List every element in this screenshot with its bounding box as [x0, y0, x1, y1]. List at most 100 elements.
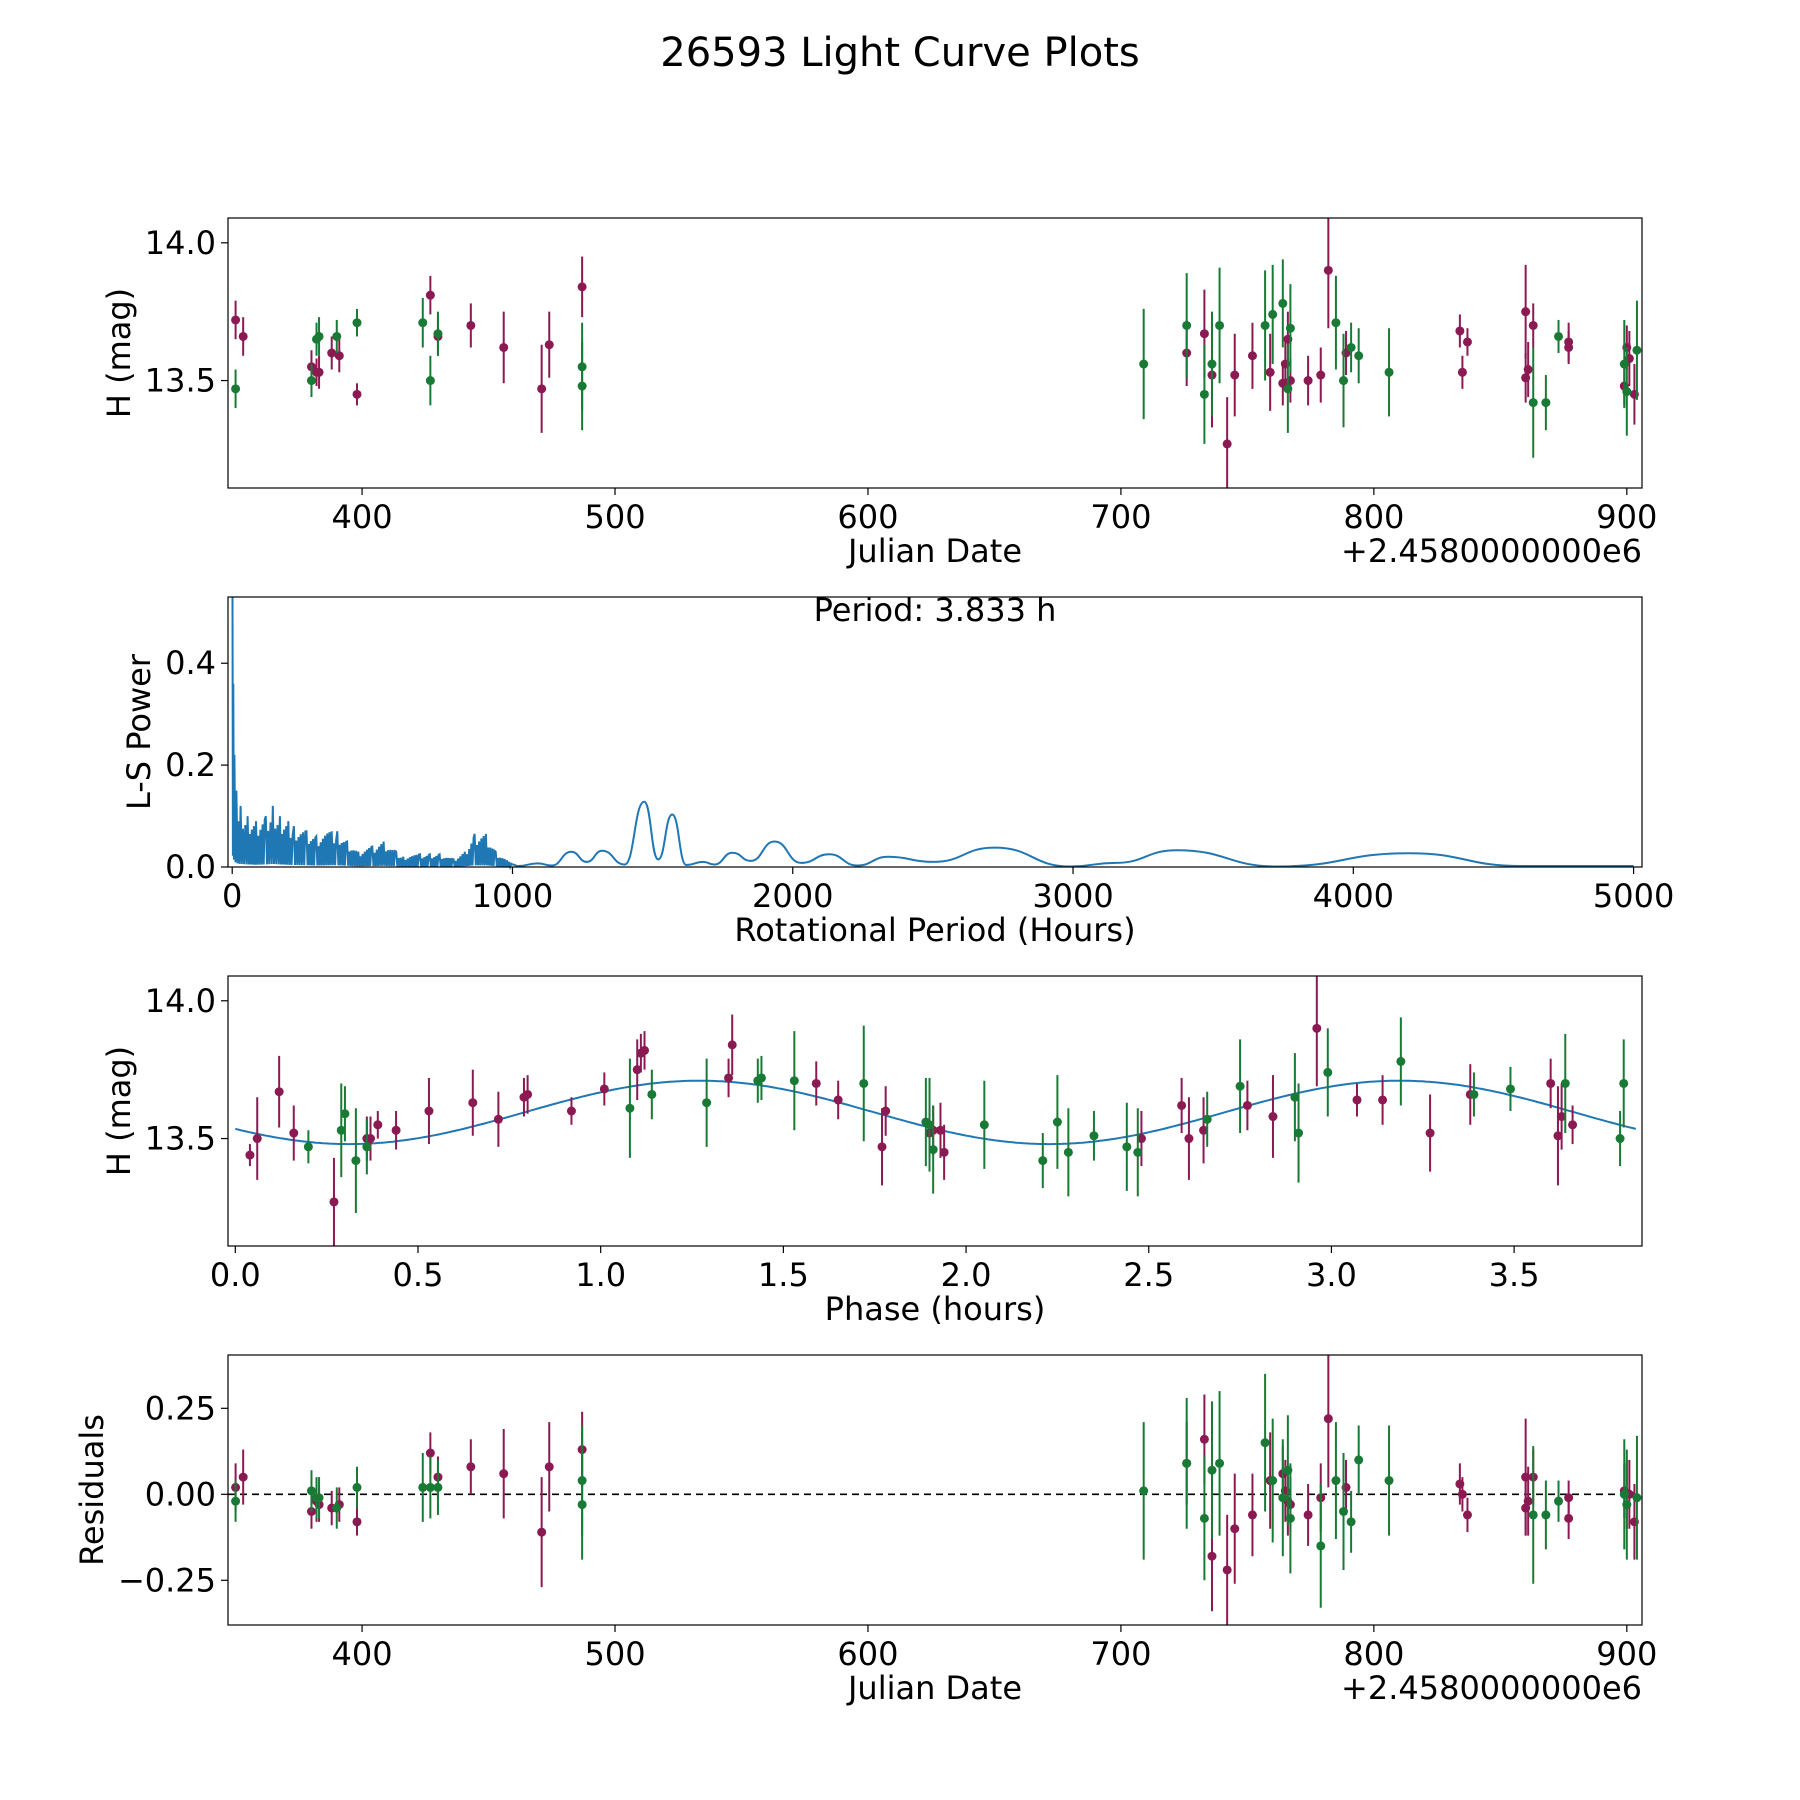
lightcurve-green-point: [332, 331, 342, 341]
residuals-x-label: Julian Date: [846, 1669, 1022, 1707]
phased-green-point: [1133, 1147, 1143, 1157]
residuals-x-tick-label: 700: [1090, 1635, 1151, 1673]
lightcurve-magenta-point: [1528, 320, 1538, 330]
residuals-magenta-point: [1457, 1489, 1467, 1499]
residuals-green-point: [1554, 1496, 1564, 1506]
periodogram-marks: [231, 596, 1634, 871]
lightcurve-green-point: [1182, 320, 1192, 330]
lightcurve-y-tick-label: 13.5: [145, 362, 216, 400]
phased-green-point: [1615, 1134, 1625, 1144]
phased-x-ticks: 0.0 0.5 1.0 1.5 2.0 2.5 3.0 3.5: [210, 1246, 1540, 1294]
lightcurve-magenta-point: [577, 282, 587, 292]
periodogram-x-tick-label: 5000: [1593, 877, 1674, 915]
residuals-green-point: [1285, 1513, 1295, 1523]
phased-magenta-point: [1553, 1131, 1563, 1141]
lightcurve-magenta-point: [537, 384, 547, 394]
lightcurve-green-point: [1139, 359, 1149, 369]
residuals-green-point: [314, 1493, 324, 1503]
residuals-x-tick-label: 800: [1343, 1635, 1404, 1673]
residuals-x-tick-label: 500: [584, 1635, 645, 1673]
lightcurve-green-point: [352, 318, 362, 328]
residuals-green-point: [352, 1482, 362, 1492]
residuals-magenta-point: [1247, 1510, 1257, 1520]
phased-magenta-point: [493, 1114, 503, 1124]
residuals-green-point: [1354, 1455, 1364, 1465]
lightcurve-green-point: [433, 329, 443, 339]
lightcurve-offset-label: +2.4580000000e6: [1341, 532, 1642, 570]
periodogram-y-label: L-S Power: [120, 653, 158, 810]
residuals-x-tick-label: 600: [837, 1635, 898, 1673]
period-annotation: Period: 3.833 h: [814, 591, 1057, 629]
phased-magenta-point: [1199, 1125, 1209, 1135]
phased-magenta-point: [274, 1087, 284, 1097]
phased-x-tick-label: 0.0: [210, 1256, 261, 1294]
lightcurve-green-point: [1283, 384, 1293, 394]
phased-green-point: [1063, 1147, 1073, 1157]
lightcurve-marks: [231, 218, 1642, 488]
lightcurve-green-point: [231, 384, 241, 394]
lightcurve-y-label: H (mag): [100, 288, 138, 418]
phased-magenta-point: [833, 1095, 843, 1105]
phased-magenta-point: [1378, 1095, 1388, 1105]
lightcurve-magenta-point: [238, 331, 248, 341]
lightcurve-magenta-point: [1247, 351, 1257, 361]
phased-magenta-point: [811, 1078, 821, 1088]
residuals-magenta-point: [1462, 1510, 1472, 1520]
phased-magenta-point: [877, 1142, 887, 1152]
phased-green-point: [756, 1073, 766, 1083]
lightcurve-magenta-point: [425, 290, 435, 300]
phased-y-label: H (mag): [100, 1046, 138, 1176]
lightcurve-y-ticks: 13.5 14.0: [145, 224, 228, 400]
phased-magenta-point: [245, 1150, 255, 1160]
residuals-green-point: [1632, 1493, 1642, 1503]
phased-magenta-point: [1136, 1134, 1146, 1144]
phased-magenta-point: [373, 1120, 383, 1130]
phased-magenta-point: [1177, 1100, 1187, 1110]
residuals-green-point: [1316, 1541, 1326, 1551]
residuals-green-point: [332, 1503, 342, 1513]
phased-magenta-point: [1352, 1095, 1362, 1105]
residuals-green-point: [418, 1482, 428, 1492]
lightcurve-green-point: [1260, 320, 1270, 330]
phased-magenta-point: [424, 1106, 434, 1116]
residuals-magenta-point: [1222, 1565, 1232, 1575]
phased-green-point: [1323, 1067, 1333, 1077]
lightcurve-green-point: [1285, 323, 1295, 333]
phased-green-point: [1235, 1081, 1245, 1091]
lightcurve-magenta-point: [466, 320, 476, 330]
phased-magenta-point: [935, 1125, 945, 1135]
periodogram-x-label: Rotational Period (Hours): [734, 911, 1135, 949]
residuals-magenta-point: [1523, 1496, 1533, 1506]
lightcurve-magenta-point: [1316, 370, 1326, 380]
residuals-y-tick-label: 0.25: [145, 1389, 216, 1427]
phased-green-point: [702, 1098, 712, 1108]
lightcurve-axes-frame: [227, 217, 1643, 489]
periodogram-y-ticks: 0.0 0.2 0.4: [165, 644, 228, 886]
phased-y-tick-label: 13.5: [145, 1120, 216, 1158]
phased-x-tick-label: 3.5: [1489, 1256, 1540, 1294]
residuals-green-point: [1260, 1438, 1270, 1448]
residuals-magenta-point: [1199, 1434, 1209, 1444]
residuals-magenta-point: [1230, 1524, 1240, 1534]
lightcurve-magenta-point: [1199, 329, 1209, 339]
residuals-panel: 400 500 600 700 800 900 −0.25 0.00 0.25 Julian …: [73, 1354, 1657, 1707]
lightcurve-green-point: [1339, 376, 1349, 386]
lightcurve-magenta-point: [1523, 365, 1533, 375]
lightcurve-x-label: Julian Date: [846, 532, 1022, 570]
phased-green-point: [1122, 1142, 1132, 1152]
residuals-x-ticks: 400 500 600 700 800 900: [332, 1625, 1657, 1673]
lightcurve-green-point: [577, 362, 587, 372]
phased-magenta-point: [724, 1073, 734, 1083]
residuals-y-ticks: −0.25 0.00 0.25: [118, 1389, 228, 1599]
periodogram-x-tick-label: 0: [222, 877, 242, 915]
phased-marks: [235, 976, 1637, 1246]
phased-magenta-point: [289, 1128, 299, 1138]
lightcurve-magenta-point: [1457, 367, 1467, 377]
residuals-x-tick-label: 400: [332, 1635, 393, 1673]
periodogram-y-tick-label: 0.0: [165, 848, 216, 886]
residuals-green-point: [1182, 1458, 1192, 1468]
residuals-green-point: [1268, 1476, 1278, 1486]
periodogram-power-line: [231, 596, 1634, 871]
phased-magenta-point: [1425, 1128, 1435, 1138]
lightcurve-panel: 400 500 600 700 800 900 13.514.0 Julian Date …: [100, 217, 1657, 570]
